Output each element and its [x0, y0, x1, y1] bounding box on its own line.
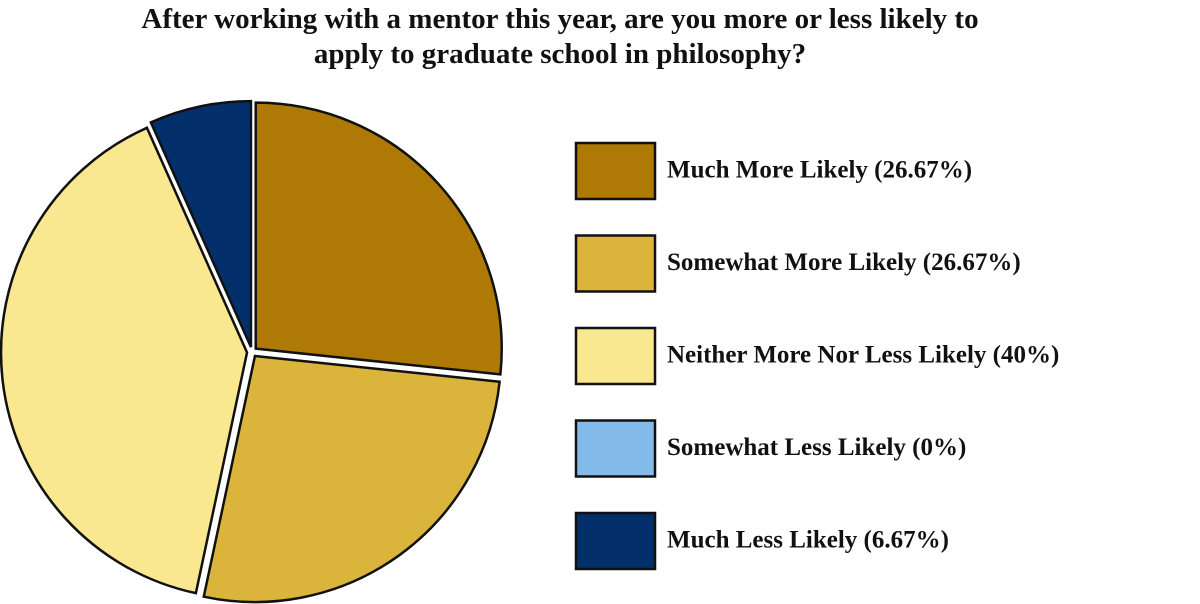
legend-swatch [574, 234, 657, 293]
legend-swatch [574, 326, 657, 386]
chart-title: After working with a mentor this year, a… [141, 3, 979, 70]
legend-label: Somewhat More Likely (26.67%) [667, 249, 1021, 276]
pie-slice [254, 101, 503, 376]
legend-label: Much More Likely (26.67%) [667, 157, 972, 184]
legend-swatch [574, 141, 657, 201]
pie-slice [202, 354, 501, 604]
pie-slice [0, 126, 249, 595]
legend-label: Much Less Likely (6.67%) [667, 527, 949, 554]
legend-label: Somewhat Less Likely (0%) [667, 434, 966, 461]
legend-label: Neither More Nor Less Likely (40%) [667, 342, 1059, 369]
pie-slice [149, 99, 253, 348]
legend-swatch [574, 511, 657, 571]
legend-swatch [574, 419, 657, 478]
